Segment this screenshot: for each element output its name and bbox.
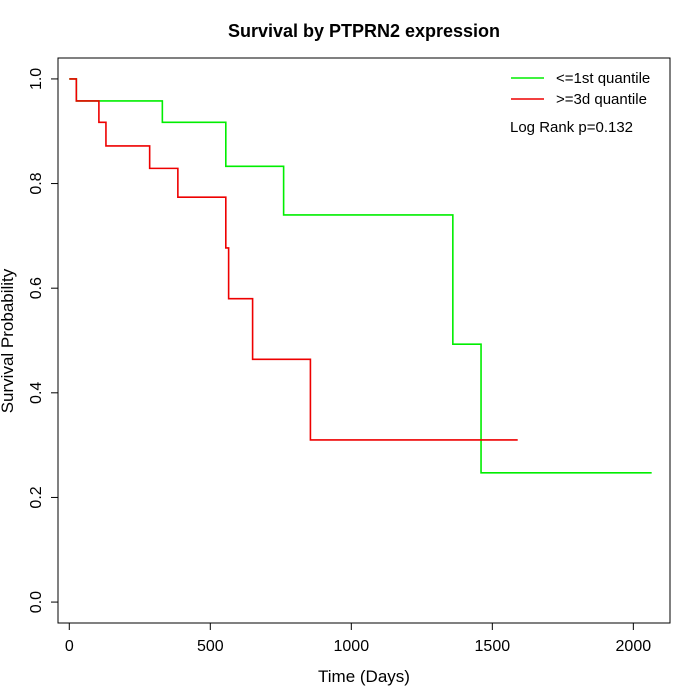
x-tick-label: 0 bbox=[65, 638, 74, 655]
x-tick-label: 2000 bbox=[616, 638, 652, 655]
survival-curve-series-2 bbox=[69, 78, 518, 441]
legend: <=1st quantile >=3d quantile bbox=[511, 70, 650, 108]
y-tick-label: 0.2 bbox=[28, 486, 45, 508]
x-tick-label: 1500 bbox=[475, 638, 511, 655]
y-tick-label: 0.8 bbox=[28, 172, 45, 194]
y-tick-label: 0.0 bbox=[28, 591, 45, 613]
log-rank-annotation: Log Rank p=0.132 bbox=[510, 119, 633, 136]
chart-title: Survival by PTPRN2 expression bbox=[228, 21, 500, 41]
y-tick-label: 0.4 bbox=[28, 382, 45, 404]
x-tick-label: 1000 bbox=[334, 638, 370, 655]
y-tick-label: 0.6 bbox=[28, 277, 45, 299]
plot-frame bbox=[57, 57, 671, 624]
survival-curve-series-1 bbox=[69, 78, 652, 474]
x-axis: 0 500 1000 1500 2000 bbox=[65, 622, 652, 655]
y-axis: 0.0 0.2 0.4 0.6 0.8 1.0 bbox=[28, 68, 59, 613]
legend-label: <=1st quantile bbox=[556, 70, 650, 87]
x-axis-label: Time (Days) bbox=[318, 667, 410, 686]
series-layer bbox=[69, 78, 652, 474]
y-tick-label: 1.0 bbox=[28, 68, 45, 90]
y-axis-label: Survival Probability bbox=[0, 268, 17, 413]
legend-label: >=3d quantile bbox=[556, 91, 647, 108]
x-tick-label: 500 bbox=[197, 638, 224, 655]
